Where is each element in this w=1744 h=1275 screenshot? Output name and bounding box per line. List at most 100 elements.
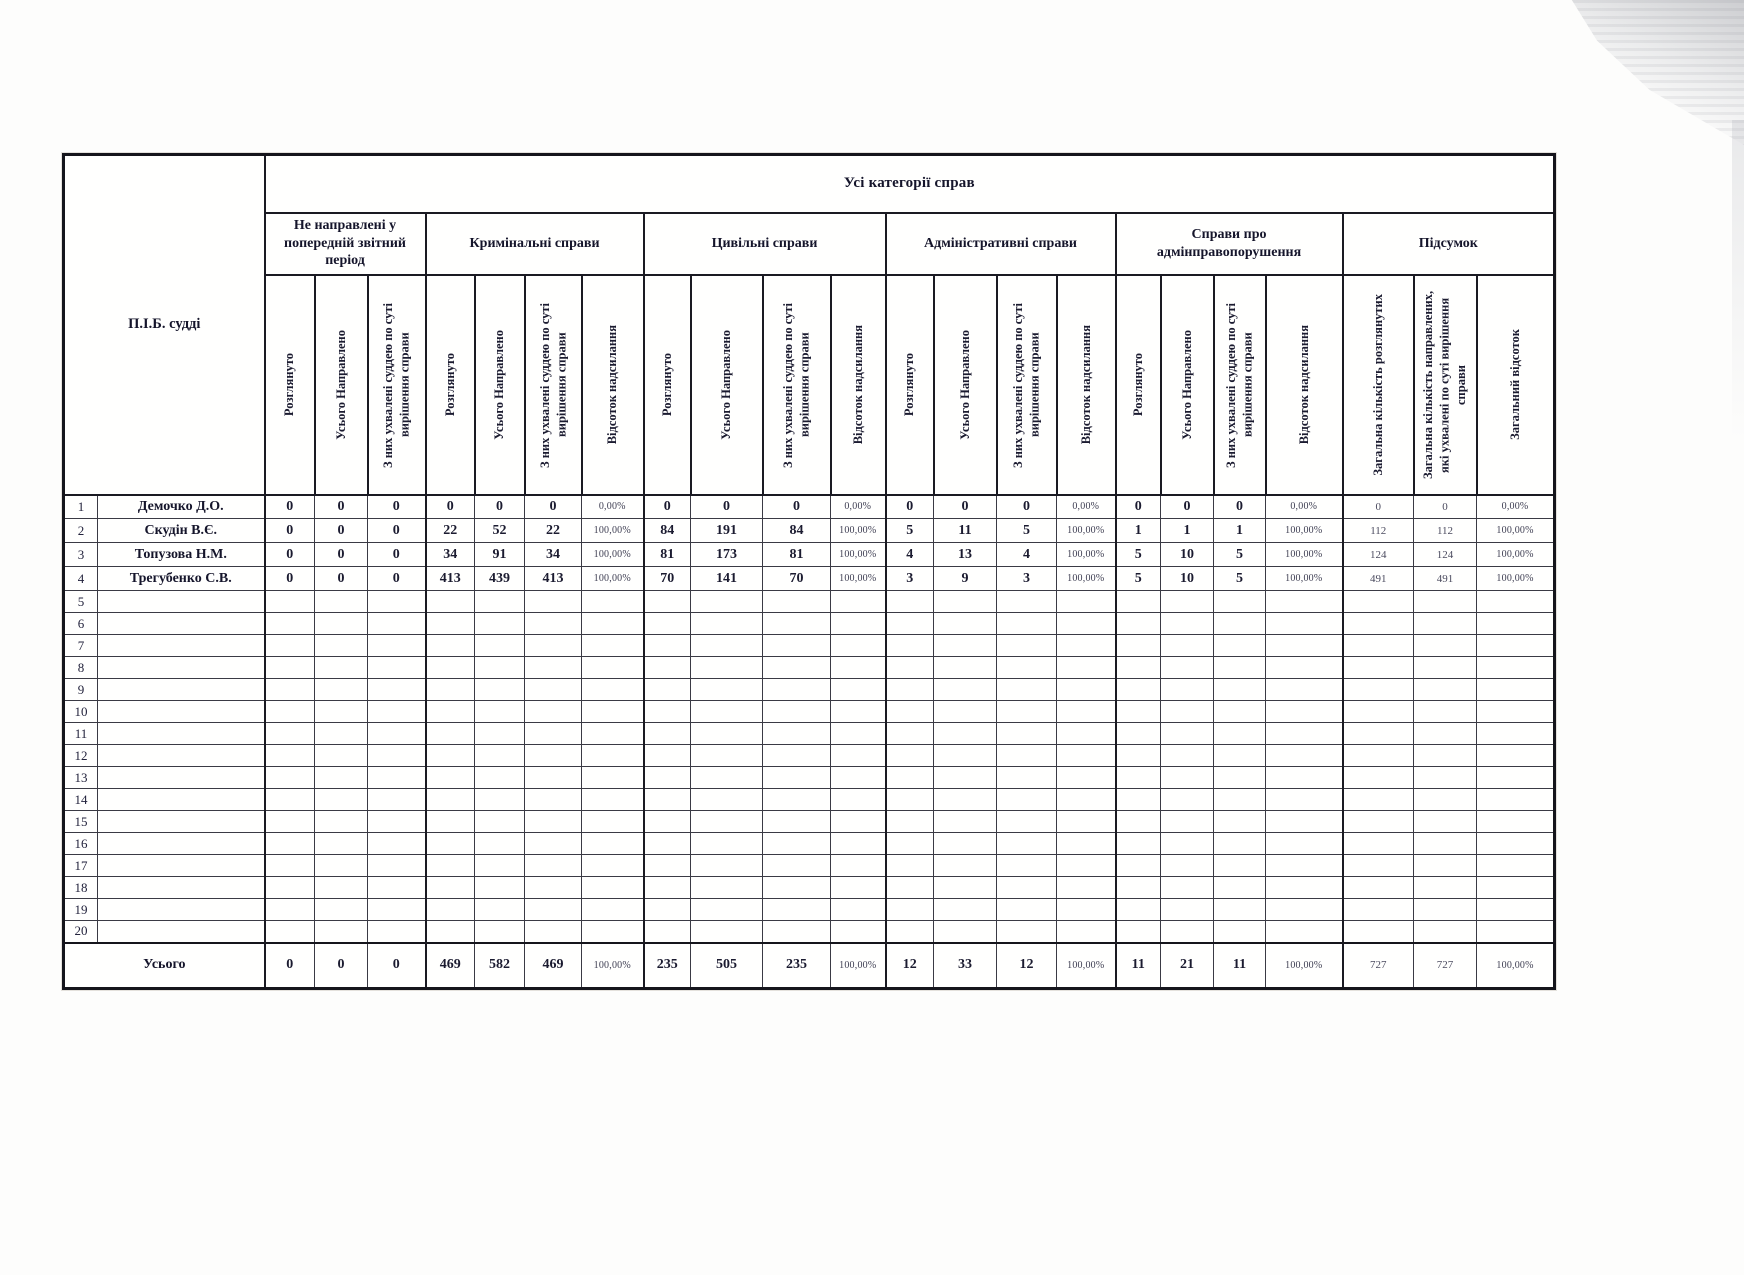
row-number-cell: 14 bbox=[63, 788, 98, 811]
table-row: 18 bbox=[63, 876, 1556, 899]
value-cell bbox=[424, 590, 476, 613]
value-cell bbox=[524, 810, 583, 833]
rotated-header-box: Відсоток надсилання bbox=[1268, 279, 1341, 491]
value-cell bbox=[1476, 854, 1556, 877]
judge-name-cell bbox=[96, 810, 266, 833]
value-cell: 413 bbox=[424, 566, 476, 591]
value-cell bbox=[1341, 678, 1415, 701]
value-cell bbox=[474, 766, 526, 789]
row-number-cell: 7 bbox=[63, 634, 98, 657]
value-cell bbox=[1056, 590, 1117, 613]
value-cell: 173 bbox=[690, 542, 764, 567]
rotated-column-header: З них ухвалені суддею по суті вирішення … bbox=[1212, 273, 1267, 496]
total-value-cell: 582 bbox=[474, 941, 526, 989]
value-cell bbox=[424, 612, 476, 635]
value-cell bbox=[263, 898, 316, 921]
value-cell bbox=[1413, 656, 1478, 679]
value-cell: 124 bbox=[1341, 542, 1415, 567]
value-cell bbox=[1160, 744, 1215, 767]
rotated-header-text: Усього Направлено bbox=[333, 329, 348, 440]
value-cell bbox=[884, 590, 935, 613]
value-cell bbox=[367, 832, 427, 855]
value-cell bbox=[1056, 634, 1117, 657]
value-cell bbox=[933, 854, 998, 877]
value-cell bbox=[424, 854, 476, 877]
value-cell: 5 bbox=[1213, 542, 1267, 567]
value-cell bbox=[424, 832, 476, 855]
table-row: 8 bbox=[63, 656, 1556, 679]
value-cell: 4 bbox=[996, 542, 1058, 567]
value-cell bbox=[367, 722, 427, 745]
value-cell bbox=[762, 590, 832, 613]
value-cell bbox=[474, 656, 526, 679]
value-cell bbox=[642, 590, 692, 613]
value-cell bbox=[642, 612, 692, 635]
value-cell bbox=[1160, 898, 1215, 921]
table-row: 5 bbox=[63, 590, 1556, 613]
group-header: Не направлені у попередній звітний періо… bbox=[263, 211, 427, 276]
value-cell bbox=[424, 678, 476, 701]
value-cell bbox=[642, 898, 692, 921]
value-cell bbox=[474, 898, 526, 921]
value-cell bbox=[314, 744, 369, 767]
value-cell bbox=[581, 832, 645, 855]
value-cell bbox=[884, 832, 935, 855]
report-sheet: П.І.Б. судді Усі категорії справ Не направ… bbox=[62, 153, 1557, 990]
value-cell bbox=[1265, 876, 1344, 899]
rotated-header-text: Розглянуто bbox=[282, 352, 297, 417]
value-cell bbox=[1160, 612, 1215, 635]
value-cell bbox=[1056, 744, 1117, 767]
value-cell bbox=[1160, 920, 1215, 943]
value-cell bbox=[884, 722, 935, 745]
rotated-header-box: З них ухвалені суддею по суті вирішення … bbox=[370, 279, 424, 491]
rotated-header-text: Відсоток надсилання bbox=[1078, 324, 1093, 445]
value-cell bbox=[1213, 854, 1267, 877]
value-cell bbox=[1265, 788, 1344, 811]
value-cell bbox=[524, 656, 583, 679]
value-cell bbox=[367, 612, 427, 635]
value-cell bbox=[884, 854, 935, 877]
row-number-cell: 17 bbox=[63, 854, 98, 877]
value-cell bbox=[524, 590, 583, 613]
value-cell: 5 bbox=[1114, 542, 1162, 567]
judge-name-cell: Топузова Н.М. bbox=[96, 542, 266, 567]
value-cell bbox=[996, 876, 1058, 899]
value-cell bbox=[1160, 656, 1215, 679]
value-cell bbox=[1265, 898, 1344, 921]
value-cell bbox=[1114, 678, 1162, 701]
value-cell bbox=[1056, 854, 1117, 877]
value-cell: 112 bbox=[1413, 518, 1478, 543]
value-cell bbox=[581, 590, 645, 613]
value-cell bbox=[1413, 810, 1478, 833]
group-header: Справи про адмінправопорушення bbox=[1114, 211, 1344, 276]
value-cell bbox=[1413, 788, 1478, 811]
rotated-column-header: Відсоток надсилання bbox=[580, 273, 645, 496]
value-cell bbox=[1114, 612, 1162, 635]
value-cell: 0 bbox=[996, 494, 1058, 519]
rotated-header-text: Розглянуто bbox=[1130, 352, 1145, 417]
scan-shadow-edge bbox=[1732, 120, 1744, 440]
value-cell: 34 bbox=[524, 542, 583, 567]
value-cell bbox=[474, 590, 526, 613]
value-cell: 100,00% bbox=[581, 542, 645, 567]
value-cell bbox=[1160, 700, 1215, 723]
value-cell bbox=[1341, 876, 1415, 899]
value-cell bbox=[762, 634, 832, 657]
value-cell bbox=[690, 898, 764, 921]
value-cell bbox=[314, 810, 369, 833]
row-number-cell: 6 bbox=[63, 612, 98, 635]
value-cell bbox=[1413, 700, 1478, 723]
table-row: 17 bbox=[63, 854, 1556, 877]
rotated-header-text: Розглянуто bbox=[659, 352, 674, 417]
value-cell bbox=[367, 876, 427, 899]
total-value-cell: 100,00% bbox=[581, 941, 645, 989]
table-row: 16 bbox=[63, 832, 1556, 855]
table-row: 6 bbox=[63, 612, 1556, 635]
value-cell bbox=[263, 920, 316, 943]
value-cell bbox=[1476, 876, 1556, 899]
rotated-header-text: Загальний відсоток bbox=[1508, 329, 1523, 440]
table-row: 4 Трегубенко С.В. 0 0 0 413 439 413 100,00% 70 141… bbox=[63, 566, 1556, 591]
judge-name-cell bbox=[96, 744, 266, 767]
value-cell bbox=[1341, 832, 1415, 855]
rotated-column-header: Загальний відсоток bbox=[1475, 273, 1556, 496]
